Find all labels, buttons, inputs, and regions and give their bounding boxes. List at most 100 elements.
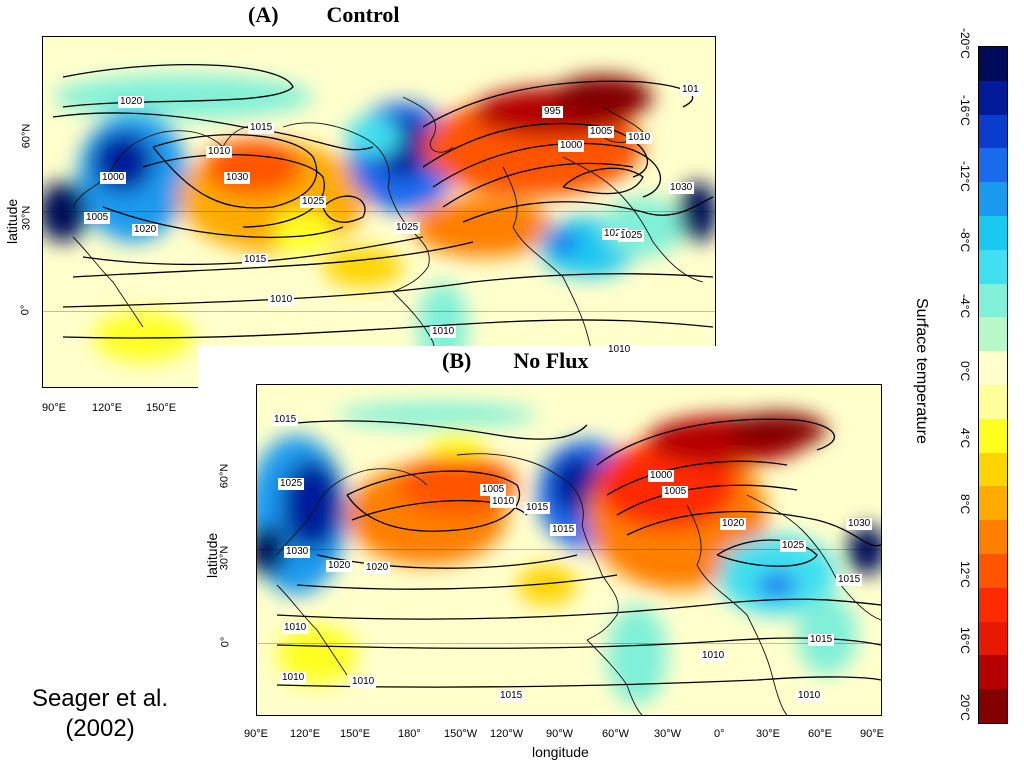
isobar-label: 1020 bbox=[326, 560, 353, 572]
panel-b-xtick: 30°W bbox=[654, 728, 682, 740]
isobar-label: 1010 bbox=[280, 672, 307, 684]
panel-b-xtick: 0° bbox=[714, 728, 725, 740]
isobar-label: 1010 bbox=[430, 326, 457, 338]
colorbar-segment bbox=[979, 351, 1007, 385]
isobar-label: 1005 bbox=[480, 484, 507, 496]
isobar-label: 1000 bbox=[648, 470, 675, 482]
citation: Seager et al. (2002) bbox=[20, 684, 180, 744]
colorbar-tick-label: 20°C bbox=[958, 693, 972, 721]
isobar-label: 1010 bbox=[796, 690, 823, 702]
isobar-label: 1015 bbox=[524, 502, 551, 514]
isobar-label: 995 bbox=[542, 106, 563, 118]
isobar-label: 1020 bbox=[720, 518, 747, 530]
isobar-label: 1025 bbox=[278, 478, 305, 490]
isobar-label: 101 bbox=[680, 84, 701, 96]
isobar-label: 1005 bbox=[662, 486, 689, 498]
isobar-label: 1010 bbox=[282, 622, 309, 634]
isobar-label: 1000 bbox=[100, 172, 127, 184]
isobar-label: 1010 bbox=[626, 132, 653, 144]
colorbar-tick-label: -4°C bbox=[958, 294, 972, 319]
isobar-label: 1005 bbox=[588, 126, 615, 138]
panel-b-title: (B) No Flux bbox=[442, 348, 589, 373]
colorbar-segment bbox=[979, 520, 1007, 554]
isobar-label: 1025 bbox=[780, 540, 807, 552]
colorbar-segment bbox=[979, 486, 1007, 521]
isobar-label: 1010 bbox=[490, 496, 517, 508]
colorbar-segment bbox=[979, 283, 1007, 318]
colorbar-segment bbox=[979, 689, 1007, 723]
colorbar-tick-label: -20°C bbox=[958, 28, 972, 59]
citation-year: (2002) bbox=[65, 715, 135, 742]
isobar-label: 1000 bbox=[558, 140, 585, 152]
panel-a-ytick-30n: 30°N bbox=[20, 205, 33, 231]
colorbar-tick-label: -16°C bbox=[958, 94, 972, 126]
colorbar-segment bbox=[979, 182, 1007, 216]
colorbar-segment bbox=[979, 317, 1007, 352]
colorbar-tick-label: 16°C bbox=[958, 627, 972, 655]
isobar-label: 1025 bbox=[300, 196, 327, 208]
isobar-label: 1015 bbox=[248, 122, 275, 134]
colorbar-tick-label: 4°C bbox=[958, 427, 972, 448]
colorbar-segment bbox=[979, 418, 1007, 453]
colorbar-segment bbox=[979, 47, 1007, 81]
panel-a-map bbox=[42, 36, 716, 388]
isobar-label: 1015 bbox=[808, 634, 835, 646]
panel-b-xtick: 90°E bbox=[860, 728, 884, 740]
isobar-label: 1010 bbox=[350, 676, 377, 688]
colorbar-segment bbox=[979, 384, 1007, 419]
isobar-label: 1030 bbox=[284, 546, 311, 558]
panel-b-xtick: 60°E bbox=[808, 728, 832, 740]
colorbar-tick-label: 12°C bbox=[958, 560, 972, 588]
isobar-label: 1010 bbox=[700, 650, 727, 662]
panel-b-xtick: 120°E bbox=[290, 728, 321, 740]
isobar-label: 1020 bbox=[132, 224, 159, 236]
colorbar-segment bbox=[979, 148, 1007, 183]
isobar-label: 1010 bbox=[606, 344, 633, 356]
panel-b-xtick: 120°W bbox=[490, 728, 524, 740]
isobar-label: 1010 bbox=[268, 294, 295, 306]
isobar-label: 1030 bbox=[668, 182, 695, 194]
isobar-label: 1015 bbox=[242, 254, 269, 266]
panel-b-ytick-60n: 60°N bbox=[218, 463, 231, 489]
panel-a-ytick-60n: 60°N bbox=[20, 123, 33, 149]
colorbar-segment bbox=[979, 621, 1007, 656]
colorbar-segment bbox=[979, 655, 1007, 690]
colorbar-segment bbox=[979, 587, 1007, 622]
isobar-label: 1020 bbox=[364, 562, 391, 574]
isobar-label: 1015 bbox=[836, 574, 863, 586]
panel-b-ytick-30n: 30°N bbox=[218, 545, 231, 571]
panel-a-xtick-120e: 120°E bbox=[92, 402, 123, 414]
colorbar-tick-label: -12°C bbox=[958, 161, 972, 192]
isobar-label: 1030 bbox=[846, 518, 873, 530]
panel-b-xtick: 180° bbox=[398, 728, 421, 740]
panel-b-xtick: 150°W bbox=[444, 728, 478, 740]
panel-b-xtick: 150°E bbox=[340, 728, 371, 740]
isobar-label: 1015 bbox=[498, 690, 525, 702]
isobar-label: 1015 bbox=[550, 524, 577, 536]
isobar-label: 1010 bbox=[206, 146, 233, 158]
colorbar-segment bbox=[979, 114, 1007, 149]
panel-a-ylabel: latitude bbox=[4, 198, 20, 244]
colorbar-tick-label: -8°C bbox=[958, 227, 972, 252]
isobar-label: 1025 bbox=[618, 230, 645, 242]
panel-b-xtick: 90°W bbox=[546, 728, 574, 740]
colorbar-title: Surface temperature bbox=[913, 298, 930, 444]
panel-b-ytick-0: 0° bbox=[219, 636, 232, 648]
panel-b-xtick: 30°E bbox=[756, 728, 780, 740]
isobar-label: 1020 bbox=[118, 96, 145, 108]
panel-a-ytick-0: 0° bbox=[19, 304, 32, 316]
isobar-label: 1005 bbox=[84, 212, 111, 224]
panel-b-xtick: 90°E bbox=[244, 728, 268, 740]
panel-b-title-backdrop bbox=[198, 346, 898, 390]
panel-b-xtick: 60°W bbox=[602, 728, 630, 740]
colorbar-tick-label: 8°C bbox=[958, 494, 972, 515]
isobar-label: 1015 bbox=[272, 414, 299, 426]
panel-a-xtick-90e: 90°E bbox=[42, 402, 66, 414]
colorbar-segment bbox=[979, 452, 1007, 487]
colorbar bbox=[978, 46, 1008, 724]
colorbar-segment bbox=[979, 249, 1007, 284]
panel-b-xlabel: longitude bbox=[532, 744, 589, 760]
colorbar-segment bbox=[979, 80, 1007, 115]
panel-a-title: (A) Control bbox=[248, 2, 400, 27]
colorbar-segment bbox=[979, 553, 1007, 588]
